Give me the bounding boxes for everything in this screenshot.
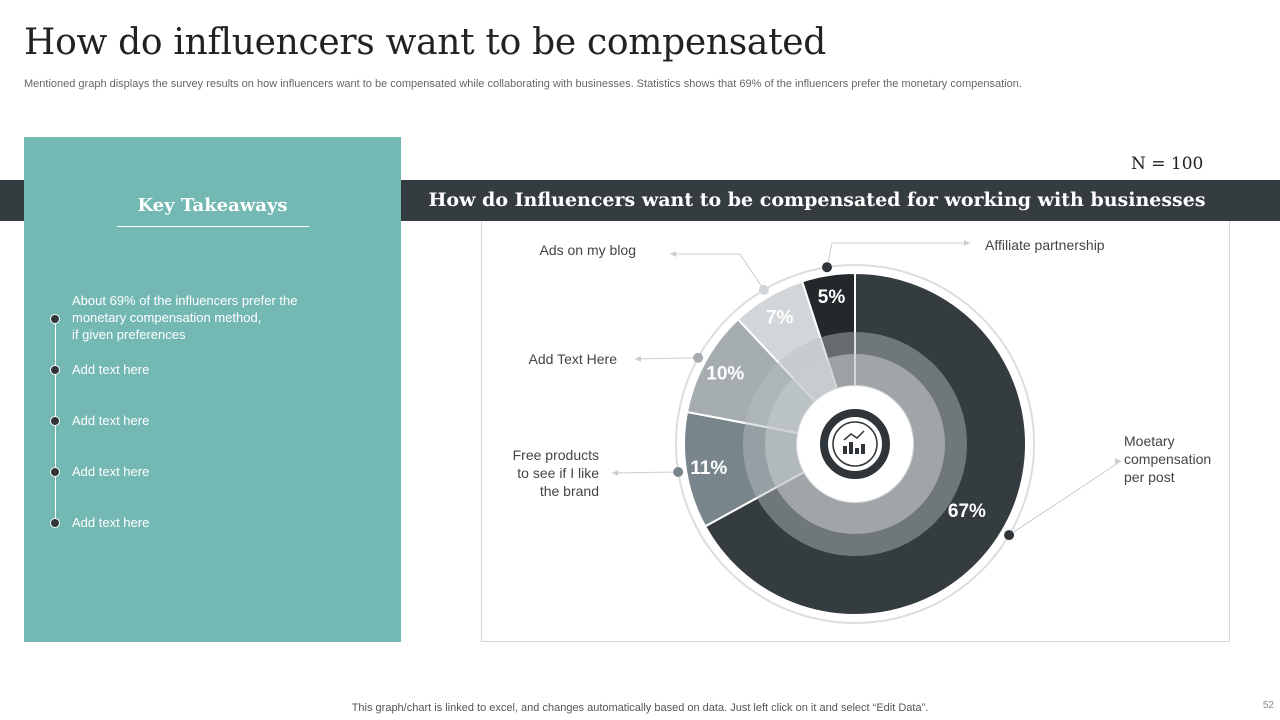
analytics-icon-bar bbox=[861, 444, 865, 454]
analytics-icon-inner bbox=[832, 421, 878, 467]
chart-container: 67% 11% 10% 7% 5% Moetary compensation per post… bbox=[481, 221, 1230, 642]
bullet-dot bbox=[50, 314, 60, 324]
key-takeaways-title: Key Takeaways bbox=[137, 195, 288, 216]
page-title: How do influencers want to be compensate… bbox=[24, 22, 827, 63]
page-subtitle: Mentioned graph displays the survey resu… bbox=[24, 78, 1022, 90]
takeaway-item-3: Add text here bbox=[72, 413, 150, 428]
slice-value-label: 7% bbox=[766, 308, 794, 329]
chart-title: How do Influencers want to be compensate… bbox=[428, 189, 1206, 211]
callout-line bbox=[634, 357, 699, 360]
bullet-dot bbox=[50, 518, 60, 528]
callout-label: Ads on my blog bbox=[540, 242, 637, 258]
takeaway-item-4: Add text here bbox=[72, 464, 150, 479]
callout-line bbox=[826, 242, 970, 268]
callout-label: Add Text Here bbox=[529, 351, 618, 367]
takeaway-item-2: Add text here bbox=[72, 362, 150, 377]
analytics-icon bbox=[820, 409, 890, 479]
bullet-dot bbox=[50, 365, 60, 375]
key-takeaways-divider bbox=[117, 226, 309, 227]
callout-line bbox=[611, 471, 679, 474]
callout-arrow bbox=[635, 356, 641, 362]
takeaway-item-5: Add text here bbox=[72, 515, 150, 530]
page-number: 52 bbox=[1262, 700, 1274, 711]
analytics-icon-bar bbox=[855, 448, 859, 454]
analytics-icon-bar bbox=[843, 446, 847, 454]
slice-value-label: 10% bbox=[706, 364, 744, 385]
bullet-dot bbox=[50, 416, 60, 426]
callout-label: Affiliate partnership bbox=[985, 237, 1105, 253]
slice-value-label: 67% bbox=[948, 501, 986, 522]
callout-arrow bbox=[1115, 458, 1121, 464]
callout-dot bbox=[693, 352, 704, 363]
callout-dot bbox=[758, 284, 769, 295]
callout-line bbox=[670, 253, 765, 291]
callout-dot bbox=[1004, 530, 1015, 541]
callout-arrow bbox=[670, 251, 676, 257]
chart-halo-ring bbox=[675, 264, 1035, 624]
callout-arrow bbox=[964, 240, 970, 246]
callout-dot bbox=[821, 262, 832, 273]
key-takeaways-panel: Key Takeaways About 69% of the influence… bbox=[24, 137, 401, 642]
analytics-icon-bar bbox=[849, 442, 853, 454]
callout-dot bbox=[673, 467, 684, 478]
footer-note: This graph/chart is linked to excel, and… bbox=[351, 702, 929, 714]
callout-line bbox=[1008, 460, 1122, 536]
takeaway-item-1: About 69% of the influencers prefer the … bbox=[72, 293, 298, 342]
analytics-icon-trendline bbox=[843, 430, 865, 441]
donut-chart: 67% 11% 10% 7% 5% Moetary compensation per post… bbox=[513, 237, 1211, 624]
slice-value-label: 11% bbox=[690, 458, 727, 479]
callout-label: Free products to see if I like the brand bbox=[513, 447, 600, 499]
sample-size-label: N = 100 bbox=[1131, 154, 1204, 174]
callout-label: Moetary compensation per post bbox=[1124, 433, 1211, 485]
bullet-dot bbox=[50, 467, 60, 477]
slice-value-label: 5% bbox=[818, 287, 846, 308]
callout-arrow bbox=[612, 470, 618, 476]
